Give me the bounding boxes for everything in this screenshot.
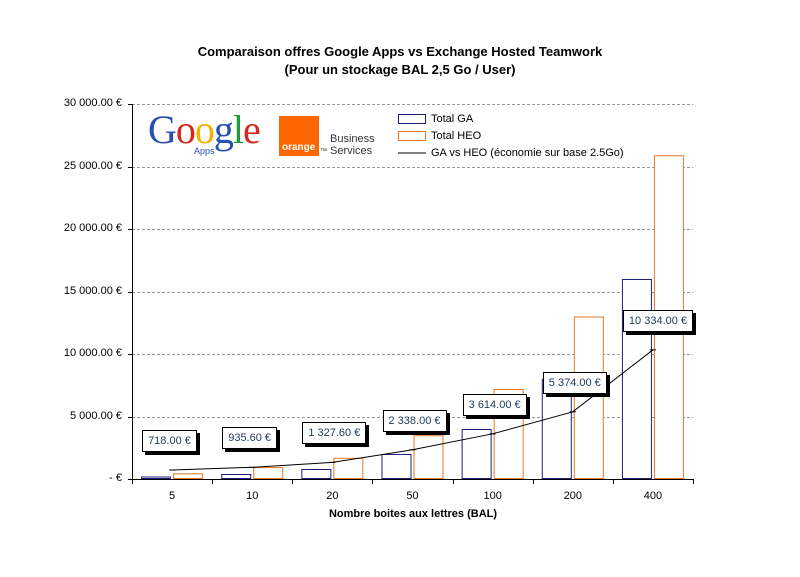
bar-ga-50 [381, 454, 412, 479]
x-axis-title: Nombre boites aux lettres (BAL) [328, 508, 498, 520]
google-wordmark: Google [148, 107, 261, 152]
x-tick-label-10: 10 [246, 490, 259, 502]
bar-ga-100 [461, 429, 492, 479]
y-tick-label-0: - € [109, 472, 122, 484]
axes [128, 104, 694, 484]
business-line1: Business [330, 133, 375, 145]
chart-title: Comparaison offres Google Apps vs Exchan… [197, 44, 603, 59]
data-label-10: 935.60 € [222, 427, 278, 450]
x-tick-label-400: 400 [643, 490, 663, 502]
data-label-400: 10 334.00 € [622, 309, 694, 332]
bar-heo-200 [573, 316, 604, 479]
orange-wordmark: orange [282, 142, 316, 153]
legend-label-ga: Total GA [431, 113, 474, 125]
y-tick-label-2: 10 000.00 € [63, 347, 122, 359]
x-tick-label-200: 200 [563, 490, 582, 502]
business-line2: Services [330, 145, 373, 157]
bar-ga-200 [541, 379, 572, 479]
x-tick-label-100: 100 [483, 490, 502, 502]
legend-label-heo: Total HEO [431, 130, 482, 142]
data-label-200: 5 374.00 € [542, 371, 607, 394]
chart-subtitle: (Pour un stockage BAL 2,5 Go / User) [284, 62, 516, 77]
data-label-20: 1 327.60 € [302, 422, 367, 445]
orange-logo: orange [279, 116, 319, 156]
bar-heo-10 [253, 467, 284, 479]
data-label-100: 3 614.00 € [462, 393, 527, 416]
y-tick-label-4: 20 000.00 € [63, 222, 122, 234]
google-apps-label: Apps [194, 146, 215, 156]
savings-line [169, 349, 656, 471]
legend-swatch-ga [398, 114, 426, 124]
orange-trademark: ™ [320, 148, 327, 155]
bar-ga-20 [301, 469, 332, 479]
bar-heo-50 [413, 435, 444, 479]
data-label-5: 718.00 € [142, 430, 197, 453]
bar-heo-20 [333, 457, 364, 479]
bar-heo-5 [173, 473, 204, 479]
data-label-50: 2 338.00 € [382, 409, 447, 432]
x-tick-label-5: 5 [169, 490, 176, 502]
y-tick-label-5: 25 000.00 € [63, 159, 122, 172]
bar-ga-5 [141, 476, 172, 479]
google-apps-logo: Google Apps [148, 110, 268, 160]
legend-swatch-line [398, 152, 426, 154]
y-tick-label-1: 5 000.00 € [70, 409, 122, 422]
business-services-label: Business Services [330, 133, 375, 157]
x-tick-label-20: 20 [326, 490, 339, 502]
x-tick-label-50: 50 [406, 490, 419, 502]
y-tick-label-3: 15 000.00 € [63, 284, 122, 297]
bar-ga-10 [221, 474, 252, 479]
legend-label-savings: GA vs HEO (économie sur base 2.5Go) [431, 147, 624, 159]
y-tick-label-6: 30 000.00 € [63, 97, 122, 109]
legend-swatch-heo [398, 131, 426, 141]
